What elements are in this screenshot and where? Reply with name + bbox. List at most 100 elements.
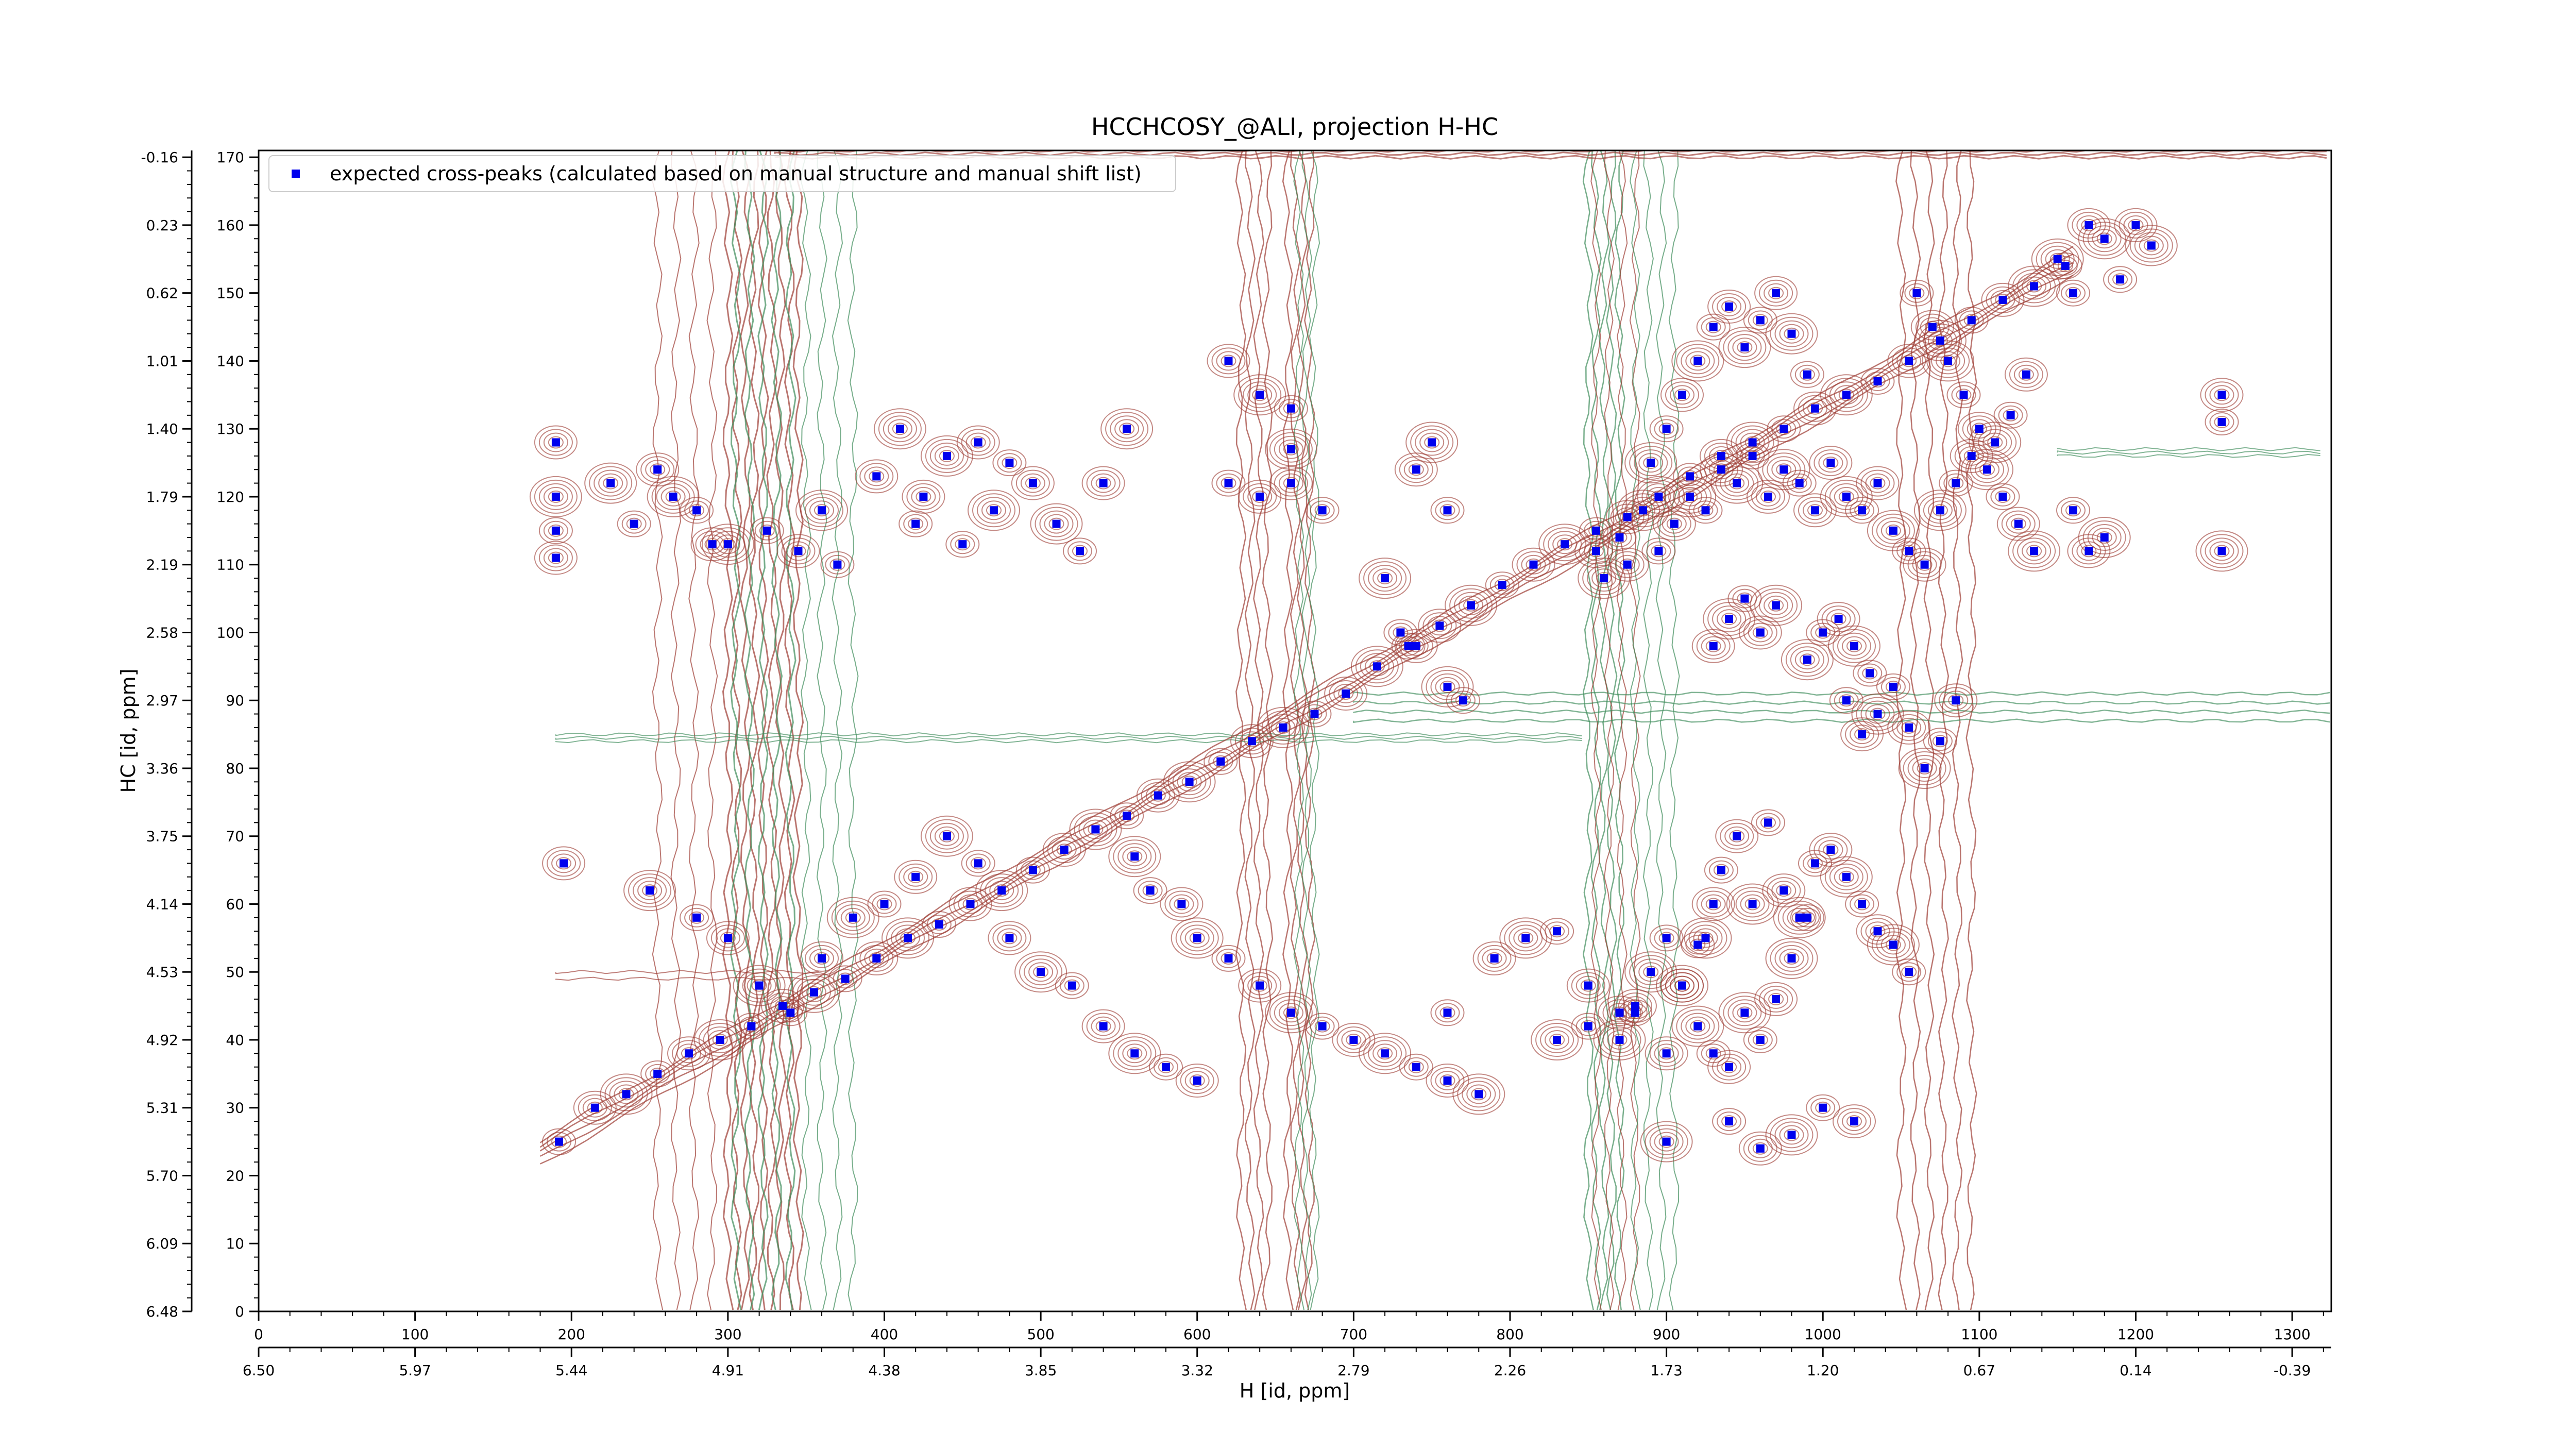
diagonal-contour: [539, 274, 2074, 1165]
y-ppm-tick-label: 5.31: [146, 1100, 178, 1117]
contour-ring: [1549, 925, 1565, 938]
contour-ring: [1439, 1006, 1455, 1019]
contour-ring: [1383, 619, 1418, 646]
contour-ring: [1169, 894, 1194, 914]
contour-ring: [1876, 673, 1910, 700]
contour-ring: [2092, 528, 2117, 547]
contour-ring: [1363, 1036, 1407, 1071]
contour-ring: [1751, 809, 1785, 836]
contour-ring: [1660, 968, 1704, 1003]
contour-ring: [781, 537, 816, 565]
contour-ring: [1679, 917, 1732, 959]
contour-ring: [1851, 693, 1904, 735]
contour-ring: [1221, 952, 1236, 965]
contour-ring: [1774, 320, 1809, 347]
cross-peak-point: [1639, 506, 1648, 515]
contour-ring: [872, 894, 897, 914]
contour-ring: [997, 928, 1022, 948]
contour-ring: [1314, 504, 1330, 517]
contour-ring: [1184, 1071, 1210, 1090]
contour-ring: [534, 541, 578, 575]
contour-ring: [1462, 1081, 1496, 1108]
cross-peak-point: [1936, 506, 1944, 515]
contour-ring: [1261, 710, 1305, 745]
cross-peak-point: [1952, 696, 1960, 705]
contour-ring: [1973, 425, 2017, 460]
contour-ring: [759, 524, 775, 537]
contour-ring: [538, 517, 573, 544]
contour-ring: [1860, 469, 1895, 497]
contour-ring: [1717, 1111, 1742, 1132]
x-axis-label: H [id, ppm]: [1240, 1379, 1350, 1402]
cross-peak-point: [1717, 866, 1725, 874]
contour-ring: [1712, 1108, 1747, 1135]
contour-ring: [1504, 921, 1548, 955]
contour-ring: [1403, 460, 1429, 480]
cross-peak-point: [904, 934, 912, 942]
cross-peak-point: [1873, 479, 1882, 487]
contour-ring: [903, 514, 928, 534]
contour-ring: [1838, 490, 1854, 503]
contour-ring: [1426, 1064, 1469, 1098]
contour-ring: [1571, 972, 1605, 999]
contour-ring: [1571, 1013, 1605, 1040]
contour-ring: [1654, 928, 1679, 948]
contour-ring: [1283, 477, 1299, 490]
contour-ring: [1943, 690, 1969, 711]
contour-ring: [1932, 735, 1948, 748]
contour-ring: [621, 514, 647, 534]
cross-peak-point: [1005, 459, 1014, 467]
contour-ring: [1665, 381, 1699, 409]
contour-ring: [1779, 1125, 1804, 1145]
contour-ring: [1160, 887, 1204, 921]
cross-peak-point: [1443, 506, 1452, 515]
contour-ring: [1704, 856, 1738, 884]
cross-peak-point: [1725, 1063, 1734, 1071]
contour-ring: [1681, 1013, 1715, 1040]
x-tick-label: 800: [1496, 1326, 1523, 1343]
contour-ring: [1707, 290, 1751, 324]
cross-peak-point: [1279, 723, 1287, 732]
contour-ring: [1117, 1040, 1152, 1067]
contour-ring: [2081, 545, 2097, 558]
contour-ring: [956, 425, 1000, 460]
contour-ring: [1773, 897, 1826, 938]
cross-peak-point: [1811, 859, 1819, 868]
legend-box: [268, 155, 1176, 192]
cross-peak-point: [1647, 968, 1655, 976]
contour-ring: [1764, 989, 1789, 1009]
cross-peak-point: [1998, 492, 2007, 501]
contour-line: [743, 150, 755, 1310]
contour-ring: [929, 442, 964, 469]
x-ppm-tick-label: 0.14: [2120, 1362, 2151, 1379]
contour-ring: [1860, 918, 1895, 945]
x-ppm-tick-label: 2.79: [1337, 1362, 1369, 1379]
contour-ring: [1688, 497, 1723, 524]
cross-peak-point: [1756, 316, 1765, 325]
contour-ring: [2209, 541, 2234, 561]
cross-peak-point: [2069, 289, 2077, 297]
contour-ring: [1119, 423, 1135, 435]
contour-ring: [1346, 1034, 1362, 1046]
cross-peak-point: [1443, 1076, 1452, 1085]
contour-ring: [1823, 457, 1839, 469]
cross-peak-point: [1600, 574, 1608, 583]
contour-ring: [1646, 541, 1671, 561]
contour-ring: [997, 453, 1022, 473]
contour-ring: [820, 551, 855, 578]
cross-peak-point: [1028, 866, 1037, 874]
contour-ring: [1760, 816, 1776, 829]
cross-peak-point: [1764, 492, 1772, 501]
contour-ring: [656, 483, 690, 510]
contour-ring: [1372, 568, 1398, 588]
cross-peak-point: [590, 1103, 599, 1112]
contour-ring: [988, 921, 1031, 955]
contour-ring: [689, 911, 705, 924]
contour-ring: [594, 469, 628, 497]
cross-peak-point: [1693, 1022, 1702, 1031]
contour-ring: [1903, 547, 1946, 582]
contour-ring: [1717, 1057, 1742, 1077]
contour-ring: [543, 432, 568, 452]
cross-peak-point: [990, 506, 998, 515]
contour-ring: [1717, 609, 1742, 629]
